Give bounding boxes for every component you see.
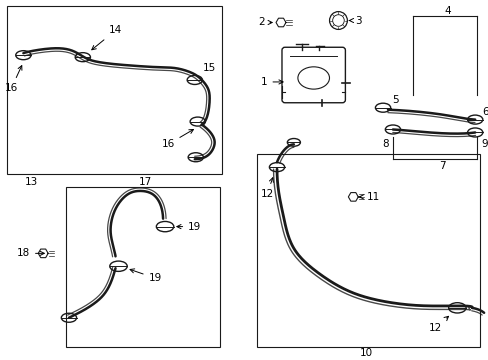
- Bar: [66, 187, 219, 347]
- Text: 7: 7: [438, 161, 445, 171]
- Text: 1: 1: [260, 77, 283, 87]
- Text: 10: 10: [359, 348, 372, 359]
- Text: 11: 11: [359, 192, 379, 202]
- Text: 12: 12: [428, 316, 447, 333]
- Text: 18: 18: [17, 248, 44, 258]
- Text: 15: 15: [203, 63, 216, 73]
- Text: 2: 2: [257, 18, 272, 27]
- Text: 13: 13: [24, 177, 38, 187]
- Text: 16: 16: [5, 66, 22, 93]
- Text: 5: 5: [392, 95, 398, 105]
- Bar: [6, 6, 221, 174]
- Text: 4: 4: [443, 6, 450, 15]
- Text: 12: 12: [260, 178, 273, 199]
- Text: 19: 19: [177, 222, 201, 231]
- Text: 8: 8: [382, 139, 388, 149]
- Text: 9: 9: [481, 139, 488, 149]
- Text: 17: 17: [138, 177, 152, 187]
- Text: 3: 3: [348, 15, 361, 26]
- Text: 6: 6: [481, 107, 488, 117]
- Text: 19: 19: [130, 269, 162, 283]
- Text: 16: 16: [161, 130, 193, 149]
- Text: 14: 14: [92, 26, 122, 50]
- Bar: [257, 154, 479, 347]
